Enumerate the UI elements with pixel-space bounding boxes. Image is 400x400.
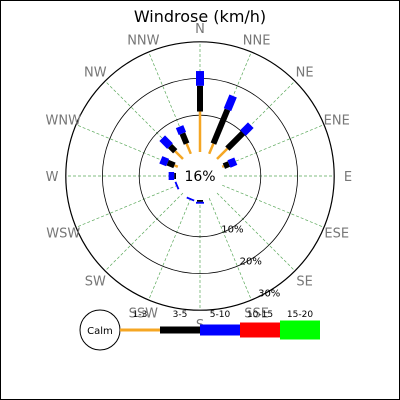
direction-label-nnw: NNW [127, 33, 159, 48]
bar-ene-5-10 [227, 157, 238, 168]
bar-wnw-3-5 [166, 159, 176, 169]
direction-label-se: SE [296, 275, 312, 290]
bar-ne-1-3 [216, 147, 229, 160]
grid-spoke [148, 52, 192, 154]
bar-ene-3-5 [222, 161, 231, 169]
bar-nw-1-3 [174, 150, 184, 160]
direction-label-nw: NW [84, 65, 107, 80]
grid-spoke [105, 81, 184, 160]
legend-label-15-20: 15-20 [287, 310, 313, 320]
legend-label-1-3: 1-3 [133, 310, 148, 320]
direction-label-wsw: WSW [46, 227, 80, 242]
grid-spoke [208, 198, 252, 300]
direction-label-sse: SSE [244, 307, 269, 322]
direction-label-w: W [46, 170, 59, 185]
direction-label-ne: NE [296, 65, 314, 80]
bar-ssw-5-10 [186, 196, 195, 202]
bar-nw-3-5 [167, 143, 178, 154]
grid-spoke [216, 81, 295, 160]
direction-label-nne: NNE [243, 33, 271, 48]
direction-label-wnw: WNW [46, 113, 82, 128]
bar-nw-5-10 [159, 135, 173, 149]
legend-label-10-15: 10-15 [247, 310, 273, 320]
bar-nne-3-5 [210, 108, 231, 145]
direction-label-e: E [344, 170, 352, 185]
direction-label-sw: SW [85, 275, 106, 290]
grid-spoke [216, 192, 295, 271]
grid-spoke [76, 184, 178, 228]
legend-calm-label: Calm [87, 326, 113, 337]
bar-ene-1-3 [221, 164, 225, 168]
calm-percent-label: 16% [184, 169, 215, 185]
legend-swatch-3-5 [160, 326, 200, 334]
bar-nnw-3-5 [179, 132, 190, 145]
ring-label: 30% [258, 288, 280, 299]
bar-wnw-1-3 [173, 164, 179, 168]
grid-spoke [222, 124, 324, 168]
legend-label-5-10: 5-10 [210, 310, 231, 320]
bar-ne-5-10 [240, 122, 254, 136]
calm-center-disc [176, 152, 224, 200]
legend-swatch-10-15 [240, 322, 280, 338]
bar-nnw-1-3 [185, 143, 192, 155]
grid-spoke [148, 198, 192, 300]
legend-swatch-1-3 [120, 328, 160, 332]
ring-labels: 10% 20% 30% [221, 225, 280, 300]
direction-labels: NNNENEENEEESESESSESSSWSWWSWWWNWNWNNW [46, 22, 353, 333]
wind-bars [159, 71, 254, 204]
bar-wnw-5-10 [159, 156, 170, 167]
direction-label-ssw: SSW [129, 307, 159, 322]
bar-nne-1-3 [208, 143, 215, 155]
bar-nnw-5-10 [175, 125, 187, 135]
grid-spoke [222, 184, 324, 228]
bar-wsw-5-10 [174, 181, 180, 190]
grid-spoke [105, 192, 184, 271]
grid-outer-ring [65, 41, 335, 311]
legend-swatch-15-20 [280, 320, 320, 340]
bar-nne-5-10 [223, 94, 237, 112]
legend-swatch-5-10 [200, 324, 240, 336]
calm-center: 16% [176, 152, 224, 200]
chart-title: Windrose (km/h) [134, 7, 266, 26]
ring-label: 10% [221, 225, 243, 236]
ring-label: 20% [240, 257, 262, 268]
bar-ne-3-5 [225, 130, 246, 151]
grid-spoke [76, 124, 178, 168]
direction-label-n: N [195, 22, 205, 37]
legend-label-3-5: 3-5 [173, 310, 188, 320]
direction-label-ene: ENE [324, 113, 350, 128]
direction-label-ese: ESE [324, 227, 349, 242]
legend: Calm 1-3 3-5 5-10 10-15 15-20 [79, 309, 320, 351]
